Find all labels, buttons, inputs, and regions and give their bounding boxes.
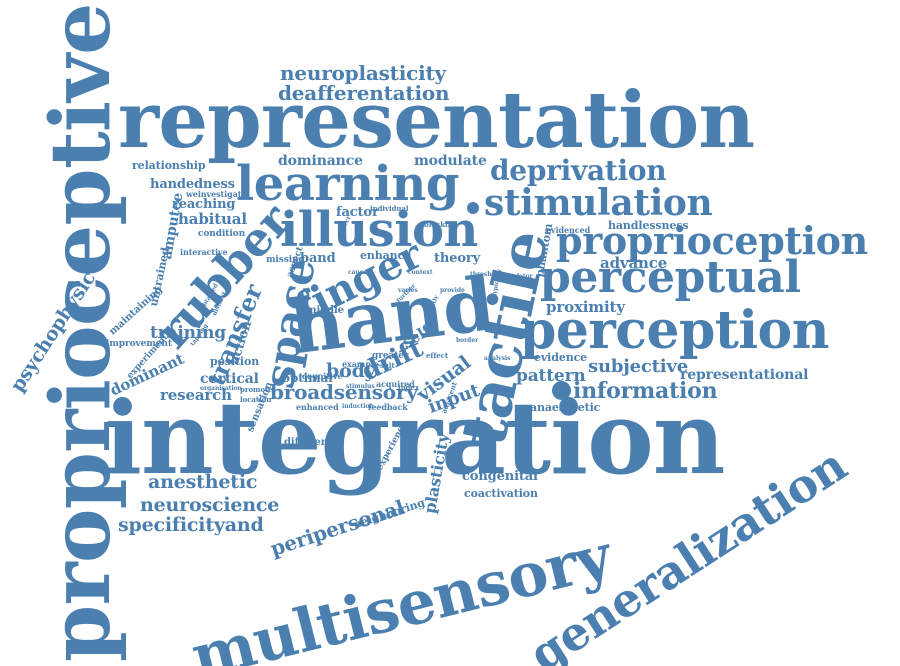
word: relationship: [132, 160, 205, 171]
word: organisation: [200, 386, 242, 392]
word: condition: [198, 230, 245, 239]
word: theory: [434, 252, 480, 265]
word: location: [240, 396, 271, 403]
word: reaching: [172, 198, 235, 211]
word: evidenced: [546, 226, 590, 234]
word: representational: [680, 368, 808, 382]
word: greater: [372, 352, 409, 361]
word: dominance: [278, 154, 363, 168]
word: modulate: [414, 154, 487, 168]
word: cognitive: [302, 372, 342, 380]
word: select: [288, 300, 307, 306]
word: coactivation: [464, 488, 538, 499]
word: handlessness: [608, 220, 688, 231]
word: neuroscience: [140, 496, 279, 515]
word: stimulator: [498, 274, 533, 280]
word: specificityand: [118, 516, 264, 535]
word: context: [408, 270, 433, 276]
word: anaesthetic: [530, 402, 600, 413]
dot-mark: [552, 381, 571, 400]
word: habitual: [178, 212, 247, 227]
word: weinvestigate: [186, 190, 246, 198]
word: blocking: [424, 221, 457, 228]
word: individual: [370, 205, 409, 212]
word: information: [573, 380, 717, 402]
word: cortical: [200, 372, 259, 386]
word: proximity: [546, 300, 625, 315]
word: difference: [284, 438, 340, 448]
word: provide: [440, 288, 465, 294]
word: peripersonal: [268, 497, 407, 559]
word: deafferentation: [278, 83, 449, 103]
word: border: [456, 338, 478, 344]
word: band: [300, 252, 336, 265]
word: anesthetic: [148, 473, 257, 492]
word: interactive: [180, 248, 228, 256]
word: result: [372, 362, 395, 369]
word: cause: [348, 270, 367, 276]
word: promote: [240, 386, 273, 393]
word: index: [398, 384, 419, 391]
word: enhanced: [296, 403, 339, 411]
word: stimulation: [484, 185, 712, 221]
word: middle: [306, 306, 344, 316]
word: stimulus: [346, 384, 375, 390]
word: enhance: [360, 250, 411, 261]
word: effect: [426, 352, 448, 359]
dot-mark: [467, 202, 479, 214]
word: neuroplasticity: [280, 63, 446, 83]
word: induction: [342, 404, 374, 410]
word: deprivation: [490, 157, 666, 185]
word: advance: [600, 256, 667, 271]
word: evidence: [534, 352, 587, 363]
word: congenital: [462, 470, 538, 483]
word: analysis: [484, 356, 510, 362]
word: pattern: [516, 368, 586, 385]
word: subjective: [588, 358, 688, 376]
